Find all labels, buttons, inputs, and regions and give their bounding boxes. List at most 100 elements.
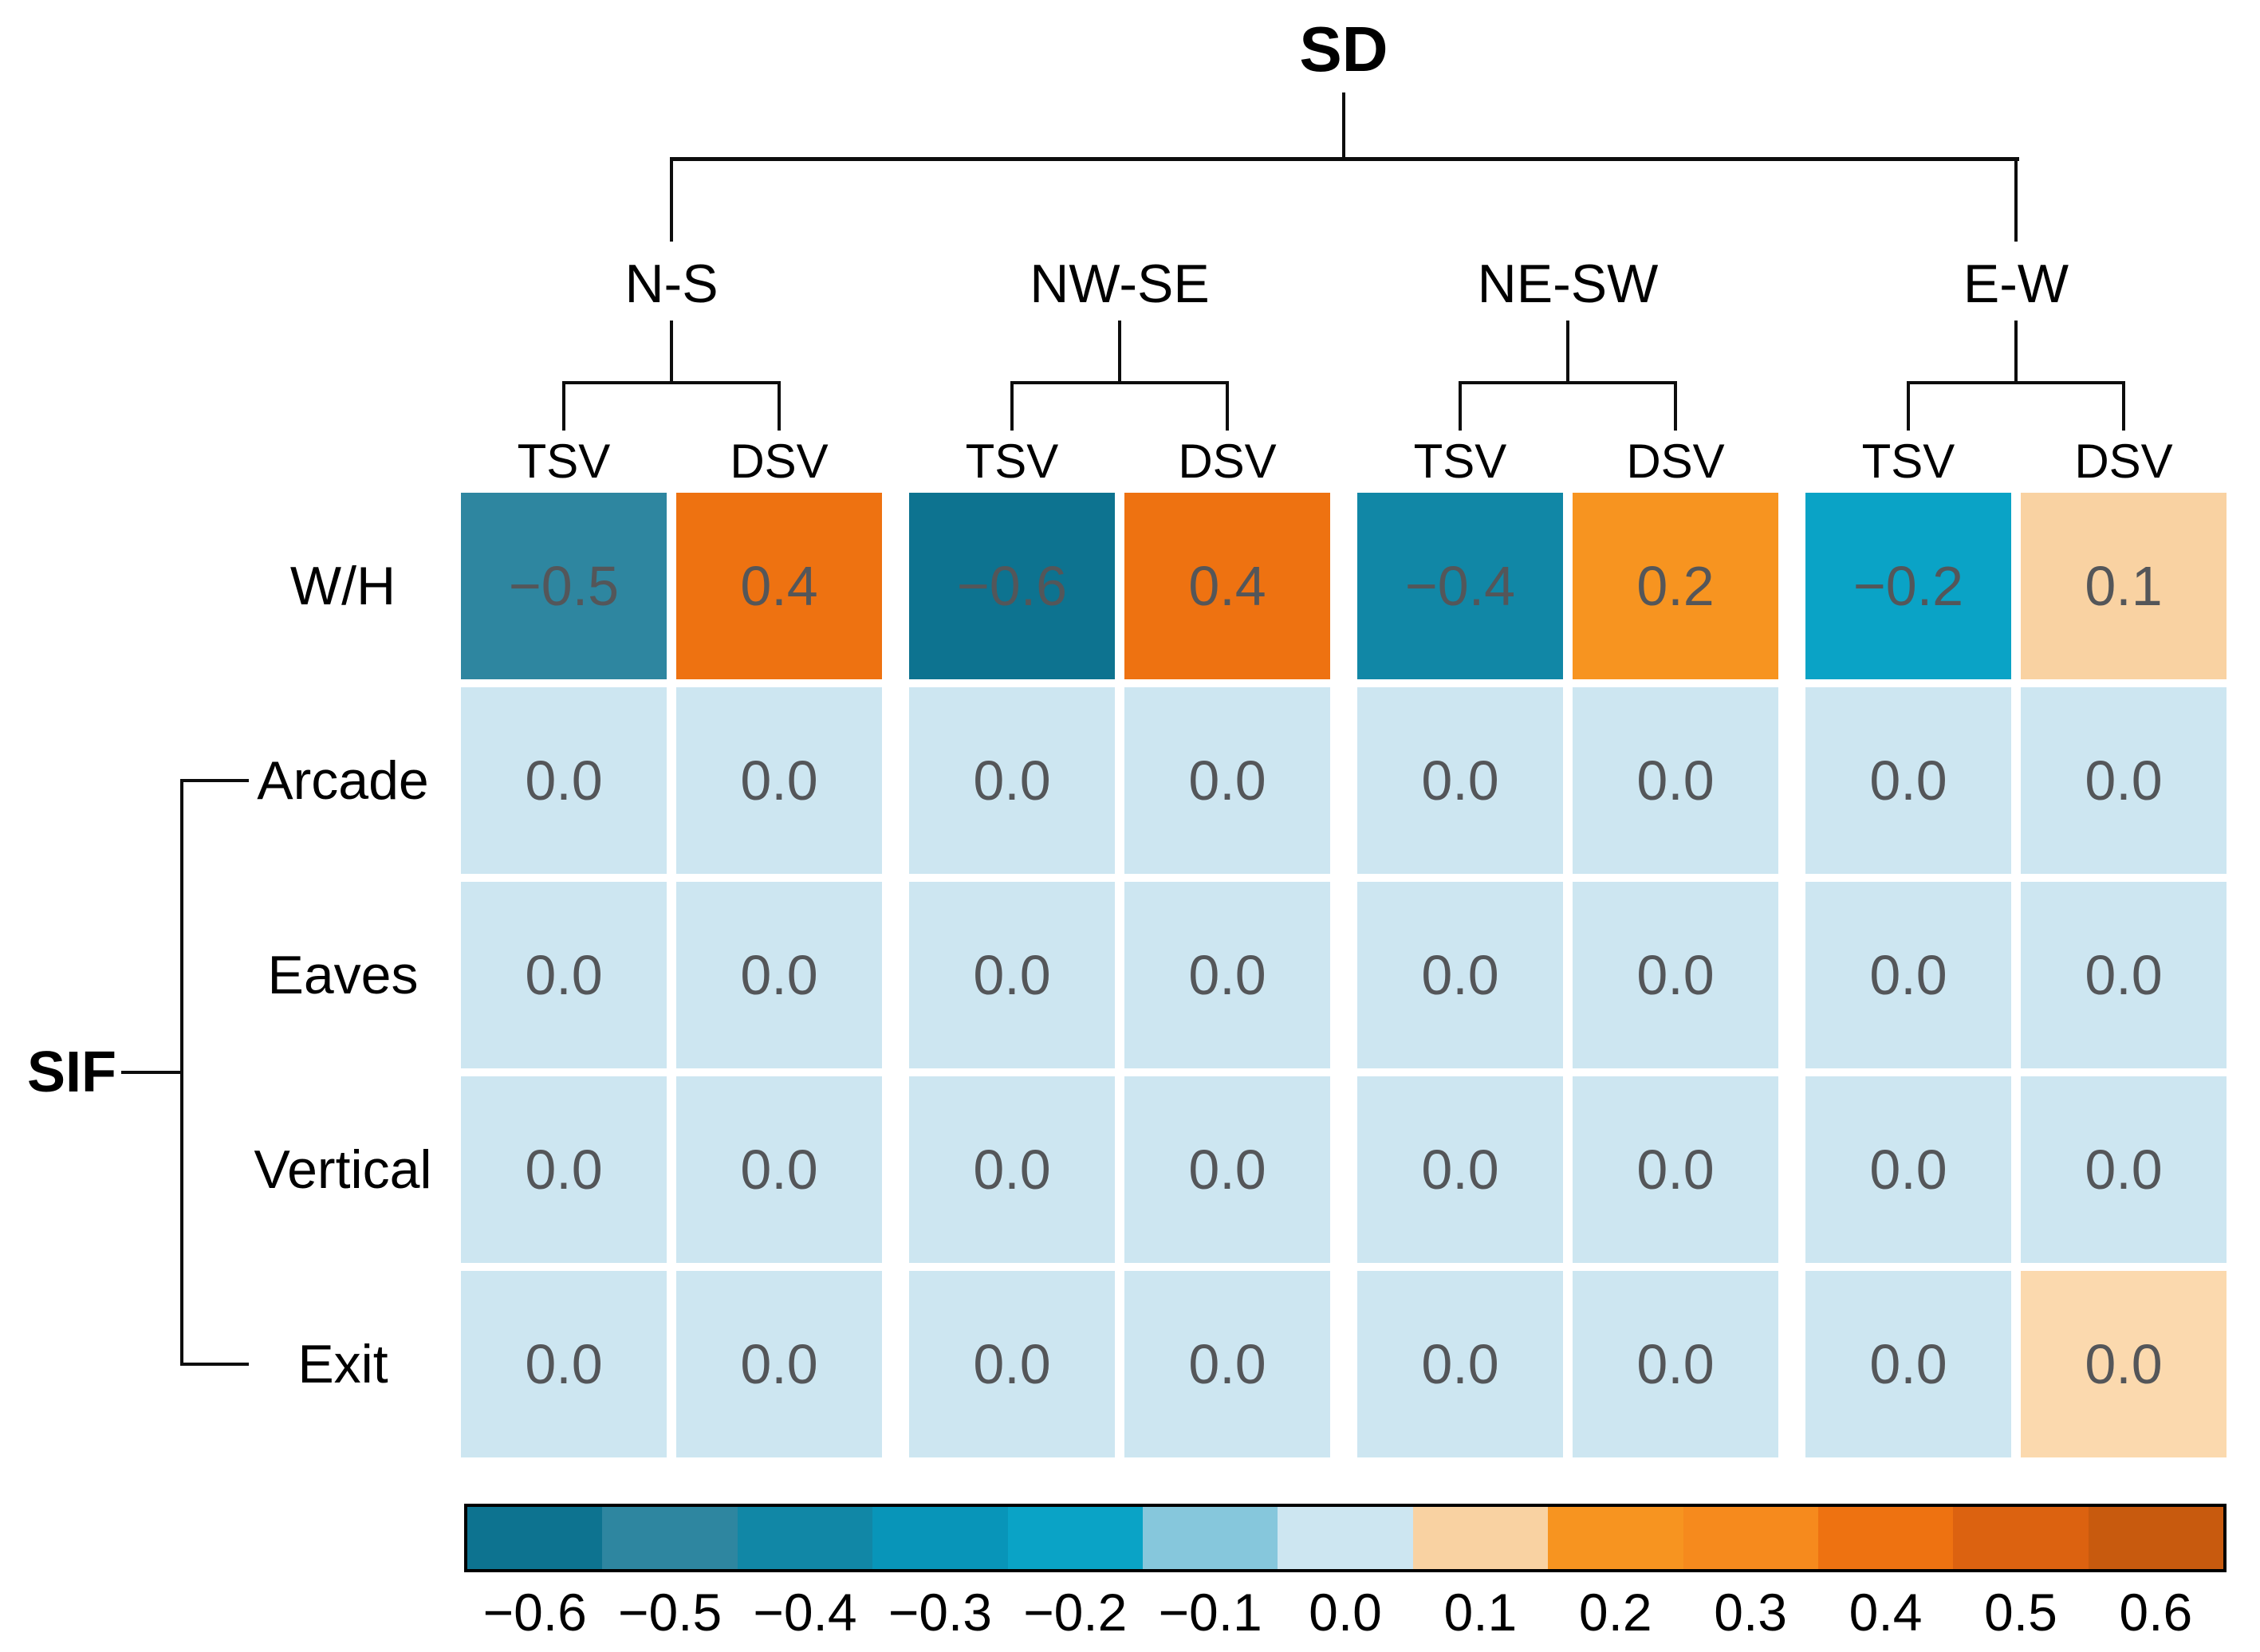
group-bracket-drop-ne-sw-dsv (1674, 381, 1677, 431)
colorbar-tick-label: −0.4 (753, 1583, 857, 1642)
heatmap-cell-arcade-c1: 0.0 (461, 687, 667, 874)
col-label-nw-se-dsv: DSV (1178, 435, 1277, 488)
group-bracket-drop-nw-se-tsv (1010, 381, 1014, 431)
heatmap-cell-eaves-c6: 0.0 (1573, 882, 1778, 1068)
heatmap-cell-arcade-c7: 0.0 (1805, 687, 2011, 874)
colorbar-tick-label: 0.2 (1578, 1583, 1652, 1642)
dendrogram-right-drop-line (2014, 157, 2018, 242)
heatmap-cell-vertical-c1: 0.0 (461, 1076, 667, 1263)
heatmap-cell-vertical-c3: 0.0 (909, 1076, 1115, 1263)
group-label-n-s: N-S (624, 254, 719, 314)
heatmap-cell-eaves-c7: 0.0 (1805, 882, 2011, 1068)
heatmap-cell-arcade-c4: 0.0 (1124, 687, 1330, 874)
heatmap-cell-w-h-c5: −0.4 (1357, 493, 1563, 679)
heatmap-cell-eaves-c4: 0.0 (1124, 882, 1330, 1068)
colorbar-tick-label: 0.0 (1309, 1583, 1382, 1642)
row-label-arcade: Arcade (257, 750, 429, 811)
colorbar-tick-label: −0.1 (1158, 1583, 1262, 1642)
group-bracket-drop-n-s-dsv (778, 381, 781, 431)
colorbar-segment-0.1 (1412, 1507, 1549, 1569)
heatmap-cell-eaves-c3: 0.0 (909, 882, 1115, 1068)
dendrogram-root-stem-line (1342, 92, 1345, 159)
row-label-w-h: W/H (289, 556, 396, 616)
heatmap-cell-exit-c2: 0.0 (676, 1271, 882, 1457)
group-bracket-drop-ne-sw-tsv (1459, 381, 1462, 431)
group-bracket-drop-n-s-tsv (562, 381, 565, 431)
heatmap-cell-eaves-c8: 0.0 (2021, 882, 2227, 1068)
heatmap-cell-vertical-c2: 0.0 (676, 1076, 882, 1263)
colorbar-segment-0.3 (1683, 1507, 1818, 1569)
heatmap-cell-arcade-c5: 0.0 (1357, 687, 1563, 874)
colorbar-segment-−0.5 (602, 1507, 738, 1569)
dendrogram-left-drop-line (670, 157, 673, 242)
heatmap-cell-eaves-c5: 0.0 (1357, 882, 1563, 1068)
heatmap-cell-w-h-c1: −0.5 (461, 493, 667, 679)
group-label-ne-sw: NE-SW (1477, 254, 1659, 314)
heatmap-cell-eaves-c2: 0.0 (676, 882, 882, 1068)
group-stem-line-n-s (670, 321, 673, 381)
heatmap-cell-vertical-c6: 0.0 (1573, 1076, 1778, 1263)
group-bracket-line-nw-se (1010, 381, 1229, 384)
heatmap-cell-exit-c4: 0.0 (1124, 1271, 1330, 1457)
colorbar-segment-0.5 (1953, 1507, 2089, 1569)
row-label-eaves: Eaves (267, 945, 419, 1005)
group-bracket-line-e-w (1907, 381, 2125, 384)
colorbar-tick-label: 0.4 (1849, 1583, 1923, 1642)
dendrogram-root-label: SD (1299, 14, 1388, 85)
colorbar-tick-label: −0.6 (482, 1583, 587, 1642)
heatmap-cell-w-h-c7: −0.2 (1805, 493, 2011, 679)
group-bracket-drop-e-w-tsv (1907, 381, 1910, 431)
colorbar-segment-−0.6 (467, 1507, 603, 1569)
heatmap-cell-exit-c3: 0.0 (909, 1271, 1115, 1457)
heatmap-cell-vertical-c5: 0.0 (1357, 1076, 1563, 1263)
colorbar-segment-−0.4 (737, 1507, 873, 1569)
heatmap-cell-vertical-c8: 0.0 (2021, 1076, 2227, 1263)
heatmap-cell-arcade-c6: 0.0 (1573, 687, 1778, 874)
colorbar-segment-−0.1 (1142, 1507, 1278, 1569)
sif-bracket-top-tick (180, 779, 249, 782)
heatmap-cell-exit-c1: 0.0 (461, 1271, 667, 1457)
colorbar-tick-label: −0.5 (617, 1583, 722, 1642)
colorbar-tick-label: 0.5 (1984, 1583, 2057, 1642)
colorbar-tick-label: −0.2 (1023, 1583, 1128, 1642)
heatmap-cell-vertical-c4: 0.0 (1124, 1076, 1330, 1263)
colorbar-segment-−0.2 (1007, 1507, 1143, 1569)
heatmap-cell-eaves-c1: 0.0 (461, 882, 667, 1068)
col-label-ne-sw-dsv: DSV (1626, 435, 1725, 488)
heatmap-cell-exit-c5: 0.0 (1357, 1271, 1563, 1457)
row-label-vertical: Vertical (254, 1139, 432, 1200)
group-stem-line-ne-sw (1566, 321, 1569, 381)
col-label-nw-se-tsv: TSV (965, 435, 1059, 488)
group-label-nw-se: NW-SE (1030, 254, 1210, 314)
col-label-ne-sw-tsv: TSV (1413, 435, 1507, 488)
heatmap-cell-arcade-c2: 0.0 (676, 687, 882, 874)
colorbar-segment-0.4 (1817, 1507, 1954, 1569)
heatmap-cell-vertical-c7: 0.0 (1805, 1076, 2011, 1263)
row-label-exit: Exit (297, 1334, 388, 1394)
colorbar (464, 1504, 2227, 1572)
col-label-n-s-tsv: TSV (517, 435, 611, 488)
heatmap-cell-exit-c7: 0.0 (1805, 1271, 2011, 1457)
colorbar-tick-label: 0.3 (1714, 1583, 1788, 1642)
heatmap-cell-w-h-c2: 0.4 (676, 493, 882, 679)
group-label-e-w: E-W (1963, 254, 2069, 314)
colorbar-tick-label: −0.3 (888, 1583, 992, 1642)
col-label-n-s-dsv: DSV (730, 435, 829, 488)
heatmap-cell-arcade-c8: 0.0 (2021, 687, 2227, 874)
sif-bracket-bottom-tick (180, 1363, 249, 1366)
heatmap-cell-w-h-c4: 0.4 (1124, 493, 1330, 679)
group-bracket-drop-e-w-dsv (2122, 381, 2125, 431)
sif-bracket-line (180, 779, 183, 1366)
group-bracket-line-ne-sw (1459, 381, 1677, 384)
heatmap-cell-w-h-c8: 0.1 (2021, 493, 2227, 679)
group-stem-line-e-w (2014, 321, 2018, 381)
colorbar-segment-0.0 (1278, 1507, 1413, 1569)
heatmap-cell-exit-c6: 0.0 (1573, 1271, 1778, 1457)
col-label-e-w-dsv: DSV (2074, 435, 2173, 488)
group-stem-line-nw-se (1118, 321, 1121, 381)
heatmap-cell-exit-c8: 0.0 (2021, 1271, 2227, 1457)
colorbar-tick-label: 0.6 (2119, 1583, 2193, 1642)
colorbar-segment-0.2 (1548, 1507, 1683, 1569)
colorbar-segment-−0.3 (872, 1507, 1008, 1569)
